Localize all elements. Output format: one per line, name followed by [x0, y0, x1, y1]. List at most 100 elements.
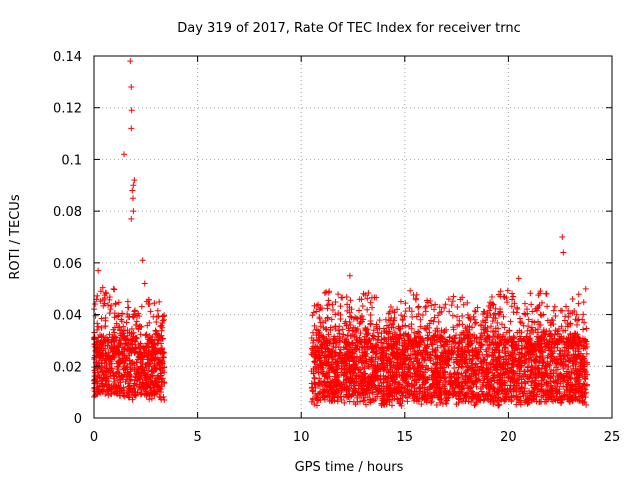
data-point [482, 317, 489, 324]
data-point [360, 344, 367, 351]
data-point [460, 376, 467, 383]
data-point [510, 293, 517, 300]
data-point [413, 291, 420, 298]
data-point [356, 296, 363, 303]
data-point [111, 324, 118, 331]
data-point [450, 326, 457, 333]
data-point [126, 377, 133, 384]
x-tick-label: 15 [397, 430, 414, 445]
data-point [310, 329, 317, 336]
data-point [411, 385, 418, 392]
x-tick-label: 10 [293, 430, 310, 445]
data-point [559, 234, 566, 240]
data-point [501, 371, 508, 378]
data-point [394, 306, 401, 313]
data-point [131, 360, 138, 367]
data-point [485, 333, 492, 340]
data-point [121, 363, 128, 370]
data-point [105, 339, 112, 346]
data-point [499, 333, 506, 340]
data-point [329, 301, 336, 308]
data-point [580, 326, 587, 333]
data-point [114, 364, 121, 371]
data-point [118, 340, 125, 347]
data-point [489, 318, 496, 325]
data-point [495, 335, 502, 342]
data-point [91, 335, 98, 342]
data-point [137, 375, 144, 382]
data-point [127, 58, 134, 65]
data-point [111, 379, 118, 386]
data-point [531, 319, 538, 326]
y-tick-label: 0.06 [53, 257, 82, 272]
data-point [319, 305, 326, 312]
data-point [570, 362, 577, 369]
data-point [94, 327, 101, 334]
data-point [101, 300, 108, 307]
data-point [157, 335, 164, 342]
data-point [357, 330, 364, 337]
y-tick-label: 0.12 [53, 102, 82, 117]
data-point [443, 400, 450, 407]
data-point [488, 293, 495, 300]
data-point [321, 354, 328, 361]
data-point [415, 328, 422, 335]
data-point [144, 352, 151, 359]
data-point [157, 364, 164, 371]
data-point [506, 334, 513, 341]
data-point [554, 397, 561, 404]
data-point [159, 367, 166, 374]
data-point [98, 337, 105, 344]
y-tick-label: 0.14 [53, 50, 82, 65]
data-point [103, 357, 110, 364]
data-point [533, 352, 540, 359]
data-point [526, 374, 533, 381]
data-point [149, 379, 156, 386]
data-point [157, 348, 164, 355]
data-point [433, 402, 440, 409]
data-point [135, 310, 142, 317]
data-point [124, 355, 131, 362]
data-point [311, 302, 318, 309]
data-point [105, 367, 112, 374]
data-point [99, 368, 106, 375]
data-point [106, 310, 113, 317]
data-point [97, 298, 104, 305]
data-point [462, 325, 469, 332]
data-point [102, 382, 109, 389]
data-point [129, 195, 136, 202]
data-point [509, 296, 516, 303]
data-point [123, 319, 130, 326]
data-point [554, 330, 561, 337]
data-point [563, 303, 570, 310]
data-point [565, 307, 572, 314]
data-point [457, 296, 464, 303]
data-point [94, 378, 101, 385]
data-point [487, 323, 494, 330]
data-point [402, 308, 409, 315]
data-point [446, 308, 453, 315]
data-point [131, 366, 138, 373]
data-point [464, 389, 471, 396]
data-point [465, 314, 472, 321]
data-point [498, 339, 505, 346]
data-point [537, 288, 544, 295]
data-point [119, 311, 126, 318]
data-point [376, 325, 383, 332]
data-point [536, 398, 543, 405]
data-point [108, 339, 115, 346]
data-point [309, 387, 316, 394]
data-point [521, 300, 528, 307]
data-point [339, 326, 346, 333]
data-point [109, 343, 116, 350]
data-point [468, 399, 475, 406]
data-point [364, 306, 371, 313]
data-point [385, 369, 392, 376]
data-point [442, 379, 449, 386]
data-point [569, 360, 576, 367]
data-point [108, 355, 115, 362]
data-point [131, 348, 138, 355]
data-point [522, 311, 529, 318]
data-point [528, 324, 535, 331]
